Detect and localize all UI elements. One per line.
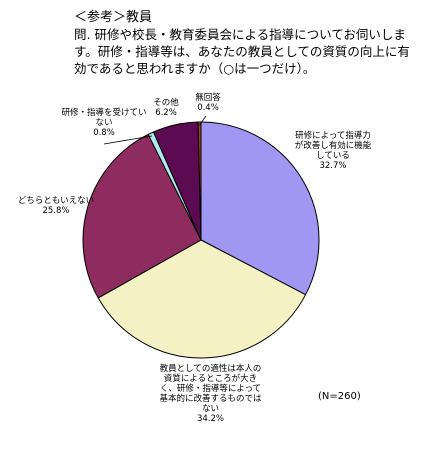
- slice-label-text: 無回答: [195, 93, 221, 103]
- question-prefix: 問.: [74, 27, 91, 42]
- slice-label-neither: どちらともいえない 25.8%: [0, 196, 112, 216]
- page-heading: ＜参考＞教員: [74, 10, 153, 25]
- sample-size-label: (N=260): [318, 391, 361, 402]
- slice-label-aptitude: 教員としての適性は本人の資質によるところが大きく、研修・指導等によって基本的に改…: [158, 364, 263, 424]
- pie-slice-1: [97, 239, 307, 359]
- slice-value-label: 34.2%: [196, 414, 224, 424]
- slice-label-text: どちらともいえない: [17, 196, 95, 206]
- slice-value-label: 0.4%: [197, 103, 219, 113]
- slice-label-not-received: 研修・指導を受けていない 0.8%: [58, 108, 150, 138]
- slice-label-text: 研修・指導を受けていない: [61, 108, 147, 128]
- pie-slice-5: [197, 121, 202, 241]
- leader-line-5: [199, 115, 207, 126]
- slice-label-other: その他 6.2%: [146, 98, 186, 118]
- slice-value-label: 0.8%: [93, 128, 115, 138]
- question-text: 研修や校長・教育委員会による指導についてお伺いします。研修・指導等は、あなたの教…: [74, 27, 410, 76]
- slice-label-text: 研修によって指導力が改善し有効に機能している: [294, 131, 372, 161]
- slice-value-label: 32.7%: [319, 161, 347, 171]
- slice-label-text: その他: [153, 98, 179, 108]
- slice-label-text: 教員としての適性は本人の資質によるところが大きく、研修・指導等によって基本的に改…: [159, 364, 262, 414]
- slice-label-effective: 研修によって指導力が改善し有効に機能している 32.7%: [292, 131, 374, 171]
- pie-slice-0: [200, 121, 320, 296]
- pie-slice-2: [82, 133, 202, 299]
- slice-value-label: 6.2%: [155, 108, 177, 118]
- survey-question: 問. 研修や校長・教育委員会による指導についてお伺いします。研修・指導等は、あなた…: [74, 26, 419, 77]
- leader-line-3: [103, 135, 153, 145]
- slice-value-label: 25.8%: [42, 206, 70, 216]
- slice-label-no-answer: 無回答 0.4%: [188, 93, 228, 113]
